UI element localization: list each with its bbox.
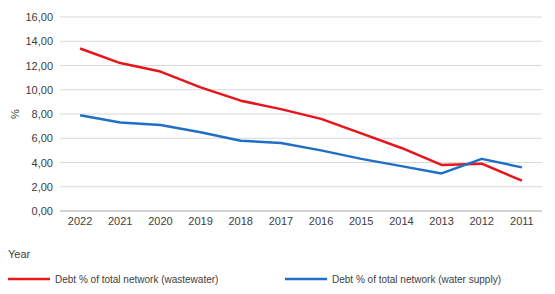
y-axis-title: % xyxy=(9,109,21,119)
x-tick-label: 2020 xyxy=(148,215,172,227)
x-tick-label: 2016 xyxy=(309,215,333,227)
x-tick-label: 2021 xyxy=(108,215,132,227)
legend-label: Debt % of total network (wastewater) xyxy=(55,274,218,285)
chart-container: 0,00 2,00 4,00 6,00 8,00 10,00 12,00 14,00 16,00… xyxy=(0,0,555,294)
grid-line xyxy=(60,138,542,139)
y-tick-label: 8,00 xyxy=(32,108,53,120)
chart-svg: 0,00 2,00 4,00 6,00 8,00 10,00 12,00 14,00 16,00… xyxy=(0,0,555,294)
x-tick-label: 2019 xyxy=(188,215,212,227)
y-tick-label: 16,00 xyxy=(25,11,53,23)
grid-line xyxy=(60,41,542,42)
x-tick-label: 2018 xyxy=(229,215,253,227)
legend-swatch xyxy=(8,278,50,281)
y-tick-label: 12,00 xyxy=(25,60,53,72)
x-tick-label: 2012 xyxy=(470,215,494,227)
x-tick-label: 2014 xyxy=(389,215,413,227)
y-tick-label: 2,00 xyxy=(32,181,53,193)
x-tick-label: 2013 xyxy=(429,215,453,227)
y-tick-label: 14,00 xyxy=(25,35,53,47)
x-tick-label: 2011 xyxy=(510,215,534,227)
grid-line xyxy=(60,186,542,187)
y-tick-label: 4,00 xyxy=(32,157,53,169)
y-tick-label: 6,00 xyxy=(32,132,53,144)
series-line xyxy=(80,49,522,181)
x-axis-title: Year xyxy=(8,248,31,260)
x-tick-label: 2022 xyxy=(68,215,92,227)
legend-label: Debt % of total network (water supply) xyxy=(332,274,501,285)
y-tick-label: 0,00 xyxy=(32,205,53,217)
legend-swatch xyxy=(285,278,327,281)
plot-area xyxy=(80,49,522,181)
x-tick-label: 2017 xyxy=(269,215,293,227)
grid-line xyxy=(60,89,542,90)
series-line xyxy=(80,115,522,173)
x-axis-line xyxy=(60,211,542,212)
grid-line xyxy=(60,17,542,18)
x-tick-label: 2015 xyxy=(349,215,373,227)
y-tick-label: 10,00 xyxy=(25,84,53,96)
